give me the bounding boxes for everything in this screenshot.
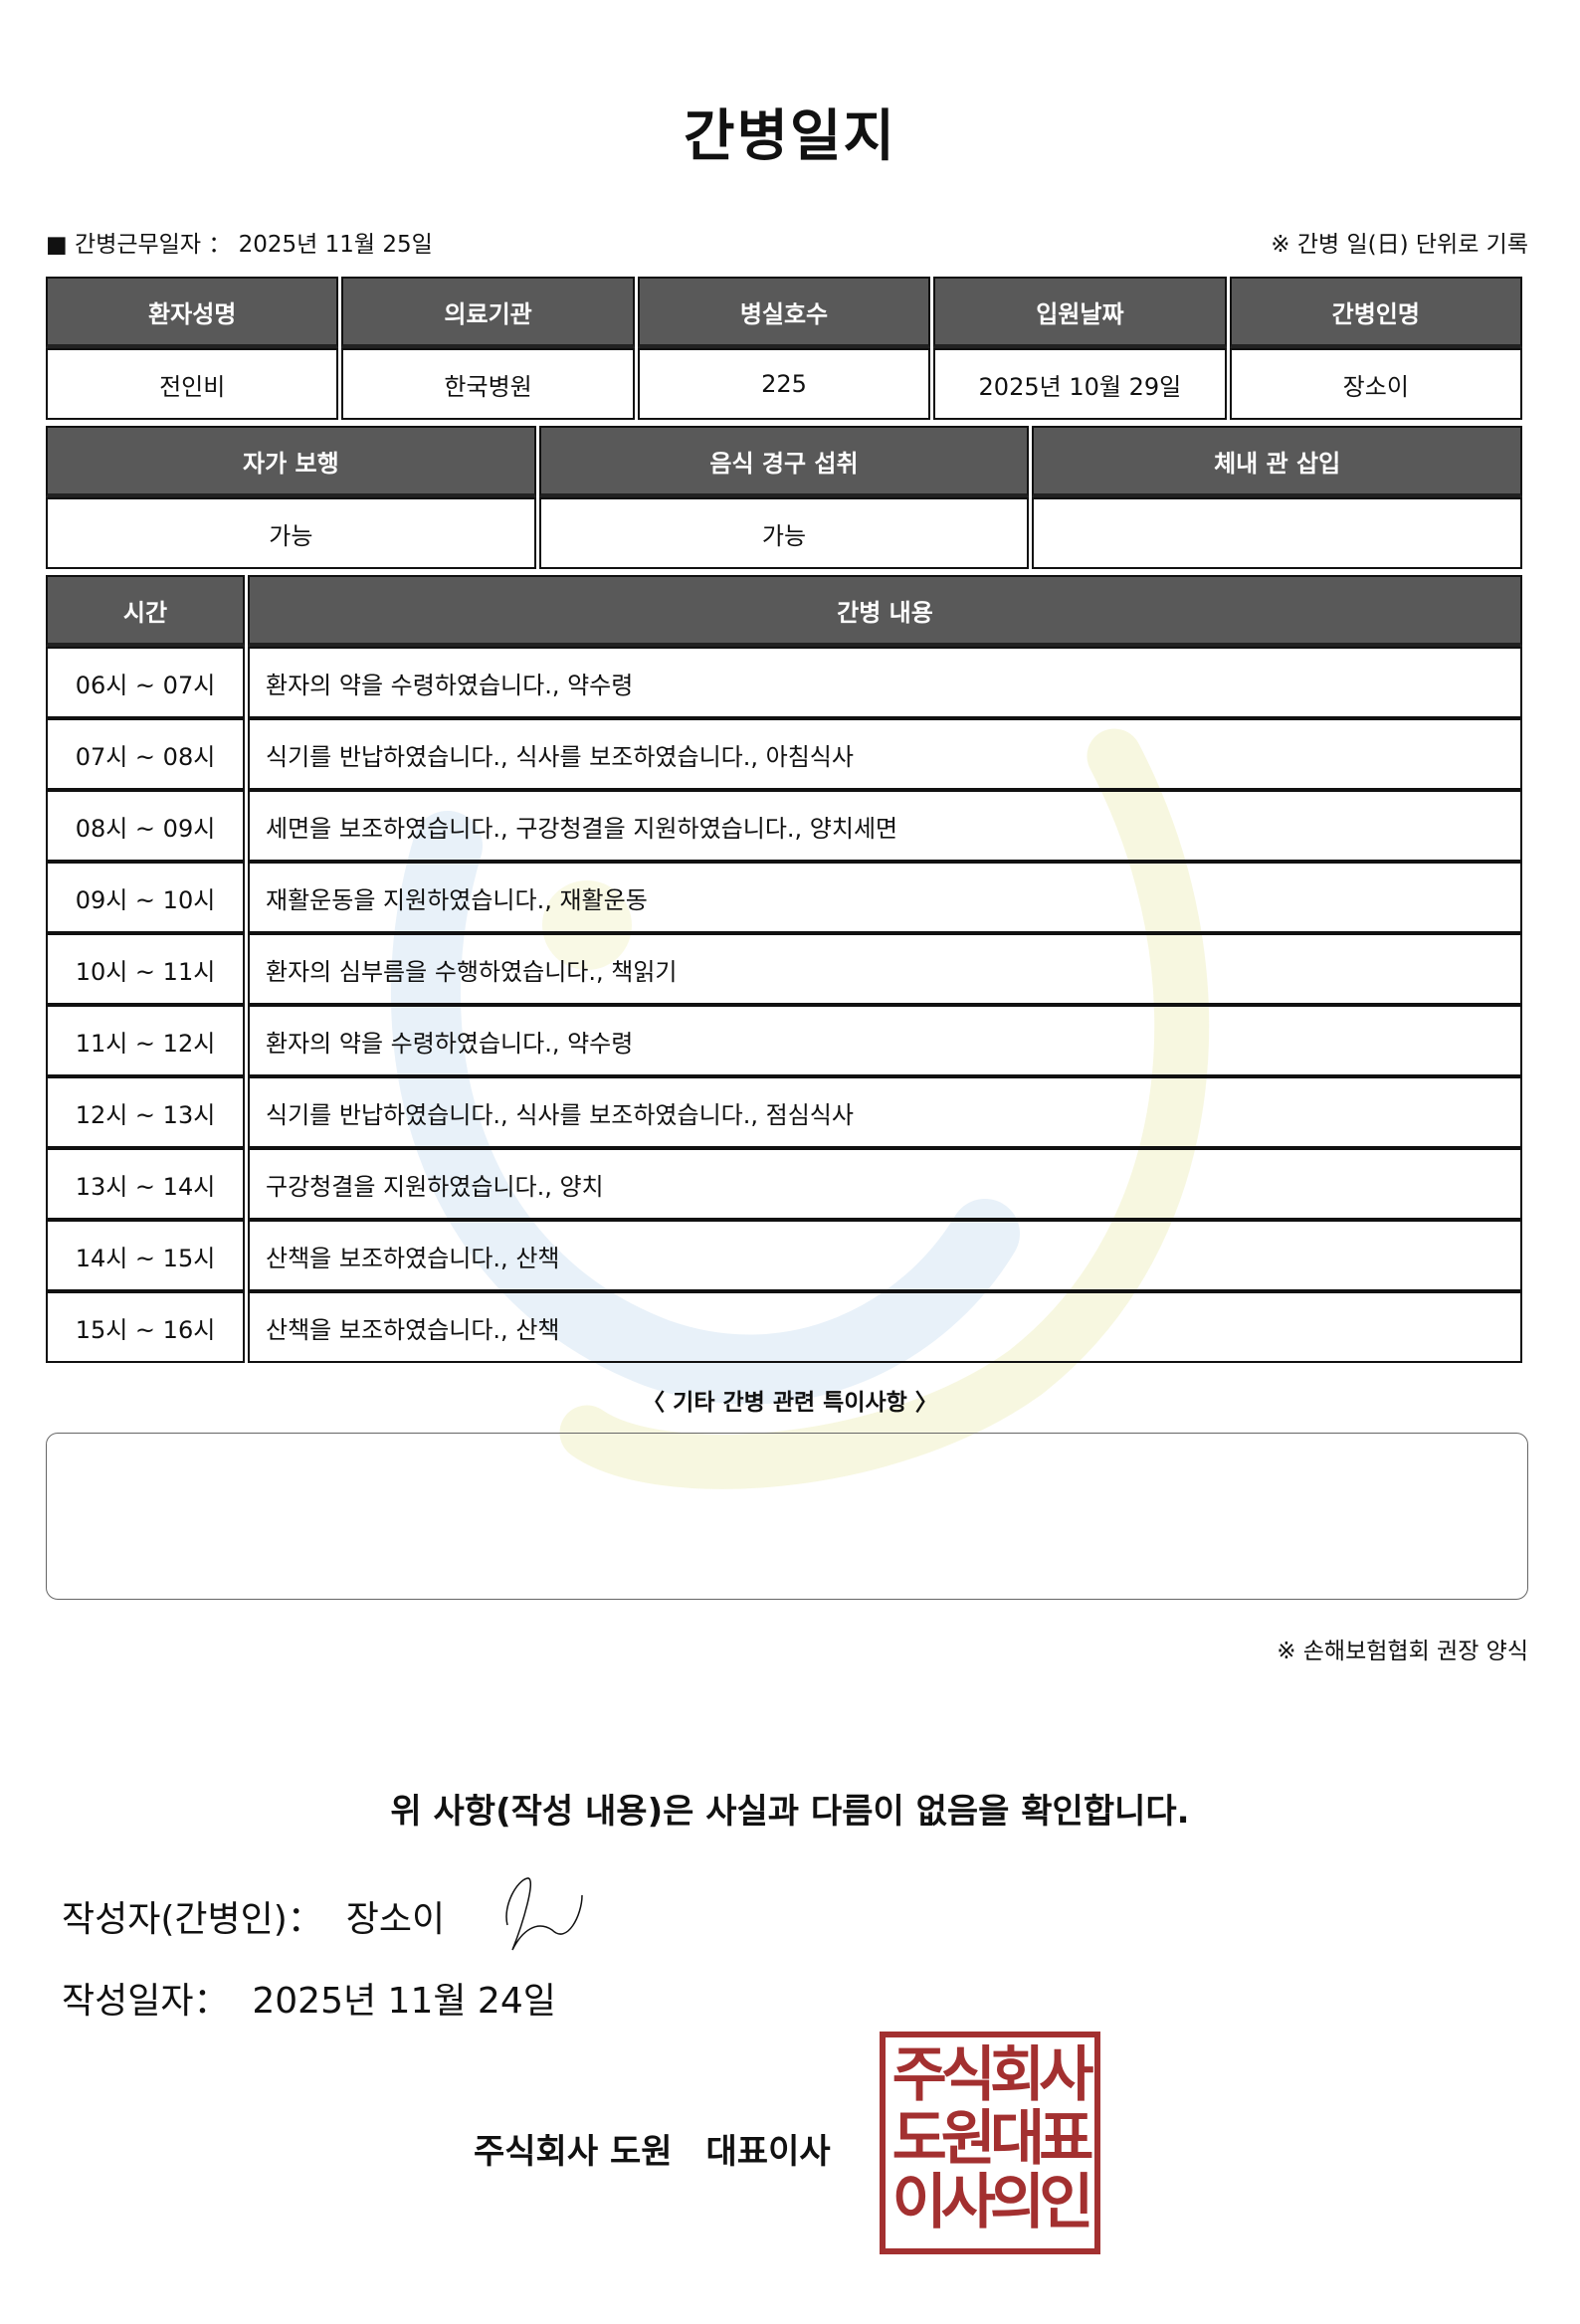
header-patient-name: 환자성명 xyxy=(46,277,339,348)
table-row: 11시 ~ 12시 환자의 약을 수령하였습니다., 약수령 xyxy=(46,1005,1522,1076)
time-slot: 14시 ~ 15시 xyxy=(46,1220,245,1291)
work-date: ■ 간병근무일자 ： 2025년 11월 25일 xyxy=(46,225,433,259)
work-date-label: ■ 간병근무일자 ： xyxy=(46,232,232,258)
care-content: 산책을 보조하였습니다., 산책 xyxy=(248,1291,1522,1363)
company-representative: 주식회사 도원 대표이사 xyxy=(474,2132,831,2172)
time-slot: 15시 ~ 16시 xyxy=(46,1291,245,1363)
care-log-table: 시간 간병 내용 06시 ~ 07시 환자의 약을 수령하였습니다., 약수령 07시… xyxy=(43,575,1525,1363)
care-content: 식기를 반납하였습니다., 식사를 보조하였습니다., 아침식사 xyxy=(248,718,1522,790)
patient-name: 전인비 xyxy=(46,348,339,420)
header-caregiver: 간병인명 xyxy=(1229,277,1522,348)
header-oral-intake: 음식 경구 섭취 xyxy=(538,426,1030,497)
patient-status-table: 자가 보행 음식 경구 섭취 체내 관 삽입 가능 가능 xyxy=(43,426,1525,569)
care-content: 재활운동을 지원하였습니다., 재활운동 xyxy=(248,862,1522,933)
time-slot: 12시 ~ 13시 xyxy=(46,1076,245,1148)
time-slot: 11시 ~ 12시 xyxy=(46,1005,245,1076)
table-row: 12시 ~ 13시 식기를 반납하였습니다., 식사를 보조하였습니다., 점심식… xyxy=(46,1076,1522,1148)
confirmation-statement: 위 사항(작성 내용)은 사실과 다름이 없음을 확인합니다. xyxy=(390,1792,1190,1832)
signature xyxy=(505,1877,583,1951)
table-row: 09시 ~ 10시 재활운동을 지원하였습니다., 재활운동 xyxy=(46,862,1522,933)
care-content: 환자의 약을 수령하였습니다., 약수령 xyxy=(248,1005,1522,1076)
header-hospital: 의료기관 xyxy=(341,277,635,348)
hospital: 한국병원 xyxy=(341,348,635,420)
table-row: 14시 ~ 15시 산책을 보조하였습니다., 산책 xyxy=(46,1220,1522,1291)
table-row: 10시 ~ 11시 환자의 심부름을 수행하였습니다., 책읽기 xyxy=(46,933,1522,1005)
time-slot: 13시 ~ 14시 xyxy=(46,1148,245,1220)
work-date-value: 2025년 11월 25일 xyxy=(238,232,433,258)
notes-label: 〈 기타 간병 관련 특이사항 〉 xyxy=(642,1390,938,1416)
patient-info-table: 환자성명 의료기관 병실호수 입원날짜 간병인명 전인비 한국병원 225 2025년 10월… xyxy=(43,277,1525,420)
time-slot: 06시 ~ 07시 xyxy=(46,647,245,718)
header-room: 병실호수 xyxy=(637,277,931,348)
admission-date: 2025년 10월 29일 xyxy=(933,348,1227,420)
tube xyxy=(1032,497,1522,569)
header-walking: 자가 보행 xyxy=(46,426,536,497)
notes-box xyxy=(46,1433,1528,1600)
care-content: 세면을 보조하였습니다., 구강청결을 지원하였습니다., 양치세면 xyxy=(248,790,1522,862)
watermark-logo xyxy=(391,728,1210,1489)
table-row: 13시 ~ 14시 구강청결을 지원하였습니다., 양치 xyxy=(46,1148,1522,1220)
time-slot: 08시 ~ 09시 xyxy=(46,790,245,862)
time-slot: 10시 ~ 11시 xyxy=(46,933,245,1005)
room: 225 xyxy=(637,348,931,420)
written-date-line: 작성일자： 2025년 11월 24일 xyxy=(62,1972,556,2024)
daily-record-note: ※ 간병 일(日) 단위로 기록 xyxy=(1271,232,1528,258)
header-time: 시간 xyxy=(46,575,245,647)
table-row: 08시 ~ 09시 세면을 보조하였습니다., 구강청결을 지원하였습니다., 양… xyxy=(46,790,1522,862)
writer-name: 장소이 xyxy=(345,1899,446,1940)
care-content: 구강청결을 지원하였습니다., 양치 xyxy=(248,1148,1522,1220)
care-content: 환자의 심부름을 수행하였습니다., 책읽기 xyxy=(248,933,1522,1005)
form-source-note: ※ 손해보험협회 권장 양식 xyxy=(1277,1639,1528,1664)
care-content: 환자의 약을 수령하였습니다., 약수령 xyxy=(248,647,1522,718)
caregiver: 장소이 xyxy=(1229,348,1522,420)
table-row: 06시 ~ 07시 환자의 약을 수령하였습니다., 약수령 xyxy=(46,647,1522,718)
table-row: 15시 ~ 16시 산책을 보조하였습니다., 산책 xyxy=(46,1291,1522,1363)
written-date-value: 2025년 11월 24일 xyxy=(252,1981,556,2022)
header-admission-date: 입원날짜 xyxy=(933,277,1227,348)
time-slot: 07시 ~ 08시 xyxy=(46,718,245,790)
walking: 가능 xyxy=(46,497,536,569)
company-seal-stamp: 주식회사 도원대표 이사의인 xyxy=(880,2032,1100,2254)
written-date-label: 작성일자： xyxy=(62,1981,230,2022)
header-tube: 체내 관 삽입 xyxy=(1032,426,1522,497)
time-slot: 09시 ~ 10시 xyxy=(46,862,245,933)
oral-intake: 가능 xyxy=(538,497,1030,569)
care-content: 식기를 반납하였습니다., 식사를 보조하였습니다., 점심식사 xyxy=(248,1076,1522,1148)
page-title: 간병일지 xyxy=(683,104,897,169)
care-content: 산책을 보조하였습니다., 산책 xyxy=(248,1220,1522,1291)
writer-line: 작성자(간병인)： 장소이 xyxy=(62,1890,445,1942)
header-care-content: 간병 내용 xyxy=(248,575,1522,647)
writer-label: 작성자(간병인)： xyxy=(62,1899,323,1940)
table-row: 07시 ~ 08시 식기를 반납하였습니다., 식사를 보조하였습니다., 아침식… xyxy=(46,718,1522,790)
